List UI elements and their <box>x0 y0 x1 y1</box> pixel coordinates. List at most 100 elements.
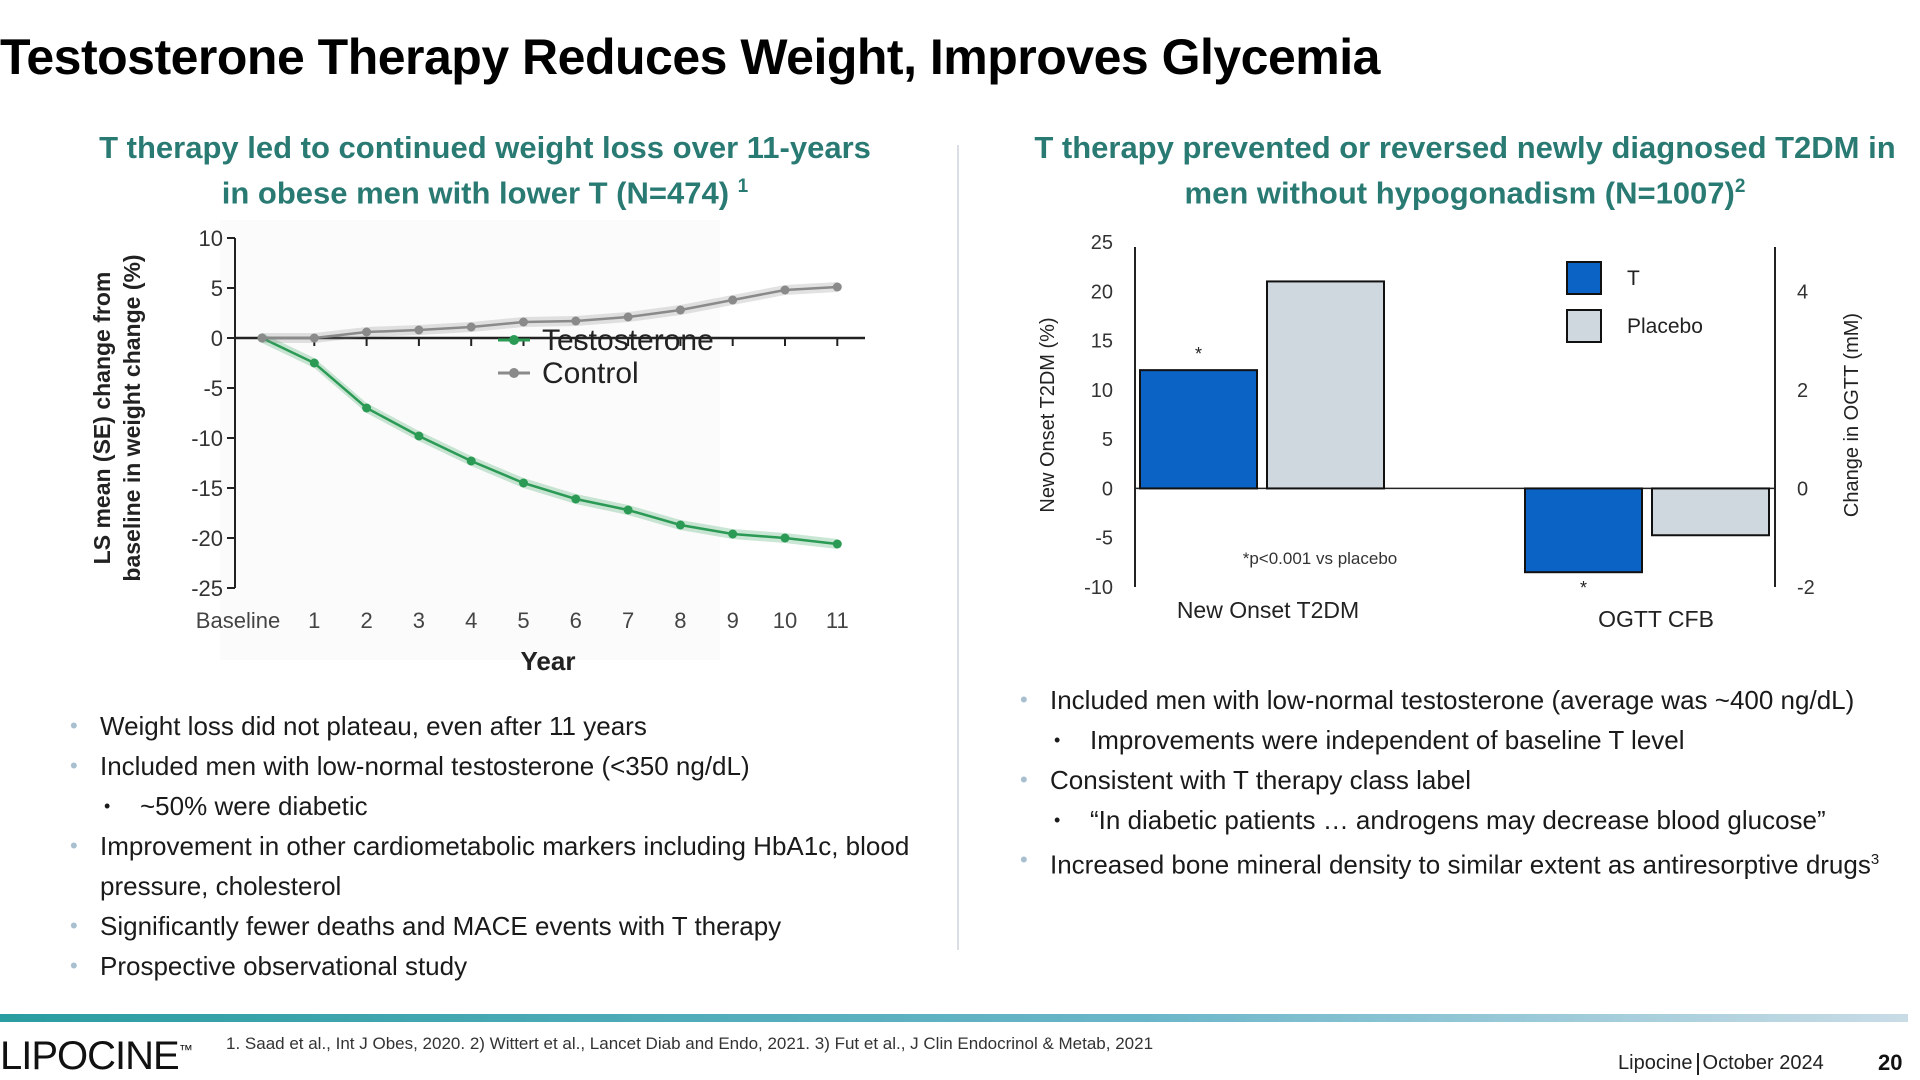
left-bullet-text-2: ~50% were diabetic <box>140 791 368 821</box>
right-bullet-text-3: “In diabetic patients … androgens may de… <box>1090 805 1826 835</box>
x-tick-label: 4 <box>465 608 477 633</box>
x-tick-label: 11 <box>826 608 849 633</box>
logo-trademark: ™ <box>178 1041 193 1058</box>
left-y-tick-label: 25 <box>1091 232 1113 254</box>
x-tick-label: 3 <box>413 608 425 633</box>
left-subtitle: T therapy led to continued weight loss o… <box>40 128 930 212</box>
data-point-testosterone <box>623 505 633 515</box>
y-tick-label: -15 <box>191 476 223 501</box>
data-point-testosterone <box>728 529 738 539</box>
y-tick-label: -20 <box>191 526 223 551</box>
right-subtitle-line2-text: men without hypogonadism (N=1007) <box>1184 175 1735 211</box>
left-bullet-text-0: Weight loss did not plateau, even after … <box>100 711 647 741</box>
right-bullet-list: Included men with low-normal testosteron… <box>1020 680 1900 885</box>
right-y-tick-label: 4 <box>1797 281 1808 303</box>
data-point-testosterone <box>571 494 581 504</box>
category-label: OGTT CFB <box>1598 606 1714 632</box>
left-bullet-text-4: Significantly fewer deaths and MACE even… <box>100 911 782 941</box>
y-tick-label: 0 <box>211 326 223 351</box>
x-tick-label: Baseline <box>196 608 280 633</box>
right-bullet-1: Improvements were independent of baselin… <box>1020 720 1900 760</box>
category-label: New Onset T2DM <box>1177 597 1359 623</box>
right-y-tick-label: -2 <box>1797 577 1815 599</box>
footer-date: October 2024 <box>1702 1052 1824 1074</box>
x-tick-label: 2 <box>360 608 372 633</box>
data-point-testosterone <box>362 403 372 413</box>
significance-marker: * <box>1580 578 1587 598</box>
legend-marker-control <box>509 368 519 378</box>
significance-marker: * <box>1195 344 1202 364</box>
x-tick-label: 10 <box>773 608 797 633</box>
data-point-testosterone <box>309 358 319 368</box>
right-y-axis-title: Change in OGTT (mM) <box>1841 313 1863 517</box>
footer-divider <box>0 1014 1908 1022</box>
data-point-control <box>466 322 476 332</box>
left-bullet-2: ~50% were diabetic <box>70 786 920 826</box>
legend-marker-testosterone <box>509 335 519 345</box>
left-subtitle-line2-text: in obese men with lower T (N=474) <box>221 175 730 211</box>
footer-separator <box>1696 1052 1699 1075</box>
page-number: 20 <box>1878 1050 1903 1075</box>
right-bullet-text-2: Consistent with T therapy class label <box>1050 765 1472 795</box>
right-subtitle-line2: men without hypogonadism (N=1007)2 <box>1010 167 1920 212</box>
data-point-control <box>728 295 738 305</box>
y-axis-title: LS mean (SE) change from baseline in weig… <box>89 254 145 581</box>
y-tick-label: 10 <box>199 226 223 251</box>
footer-company: Lipocine <box>1618 1052 1693 1074</box>
data-point-testosterone <box>832 539 842 549</box>
legend-label-placebo: Placebo <box>1627 315 1703 338</box>
right-bullet-ref-4: 3 <box>1870 851 1880 868</box>
legend-label-testosterone: Testosterone <box>542 324 714 357</box>
legend-swatch-t <box>1566 261 1602 295</box>
left-bullet-4: Significantly fewer deaths and MACE even… <box>70 906 920 946</box>
data-point-control <box>832 282 842 292</box>
left-bullet-5: Prospective observational study <box>70 946 920 986</box>
data-point-control <box>780 285 790 295</box>
data-point-control <box>414 325 424 335</box>
bar-t-1 <box>1524 487 1643 574</box>
x-tick-label: 8 <box>674 608 686 633</box>
right-subtitle: T therapy prevented or reversed newly di… <box>1010 128 1920 212</box>
x-tick-label: 5 <box>517 608 529 633</box>
y-tick-label: -5 <box>203 376 223 401</box>
footer-info: Lipocine October 2024 <box>1618 1052 1824 1075</box>
left-bullet-text-3: Improvement in other cardiometabolic mar… <box>100 831 910 901</box>
left-y-tick-label: -5 <box>1095 528 1113 550</box>
left-y-axis-title: New Onset T2DM (%) <box>1037 317 1059 512</box>
data-point-testosterone <box>466 456 476 466</box>
left-bullet-list: Weight loss did not plateau, even after … <box>70 706 920 986</box>
series-se-band-control <box>262 282 838 343</box>
data-point-testosterone <box>519 478 528 488</box>
right-subtitle-ref: 2 <box>1734 176 1746 197</box>
bar-t-0 <box>1139 369 1258 490</box>
left-subtitle-ref: 1 <box>737 176 749 197</box>
data-point-testosterone <box>675 520 685 530</box>
data-point-control <box>362 327 372 337</box>
y-tick-label: 5 <box>211 276 223 301</box>
right-y-tick-label: 2 <box>1797 380 1808 402</box>
series-line-testosterone <box>261 336 838 546</box>
logo-text: LIPOCINE <box>0 1034 180 1078</box>
weight-change-line-chart: 10 5 0 -5 -10 -15 -20 -25 Baseline 1 2 3 4 5 6 7 8 9 10 11 Y… <box>89 220 865 676</box>
slide-title: Testosterone Therapy Reduces Weight, Imp… <box>0 29 1380 85</box>
right-bullet-3: “In diabetic patients … androgens may de… <box>1020 800 1900 840</box>
data-point-control <box>571 316 581 326</box>
data-point-control <box>309 333 319 343</box>
chart-background <box>220 220 720 660</box>
left-bullet-0: Weight loss did not plateau, even after … <box>70 706 920 746</box>
data-point-testosterone <box>414 431 424 441</box>
data-point-control <box>675 305 685 315</box>
y-axis-title-line2: baseline in weight change (%) <box>119 254 145 581</box>
data-point-control <box>519 317 528 327</box>
right-bullet-text-0: Included men with low-normal testosteron… <box>1050 685 1855 715</box>
left-y-tick-label: 0 <box>1102 478 1113 500</box>
left-y-tick-label: 20 <box>1091 281 1113 303</box>
right-y-tick-label: 0 <box>1797 478 1808 500</box>
y-tick-label: -10 <box>191 426 223 451</box>
x-tick-label: 6 <box>570 608 582 633</box>
left-y-tick-label: 15 <box>1091 331 1113 353</box>
x-tick-label: 1 <box>308 608 320 633</box>
right-bullet-0: Included men with low-normal testosteron… <box>1020 680 1900 720</box>
legend-swatch-placebo <box>1566 309 1602 343</box>
